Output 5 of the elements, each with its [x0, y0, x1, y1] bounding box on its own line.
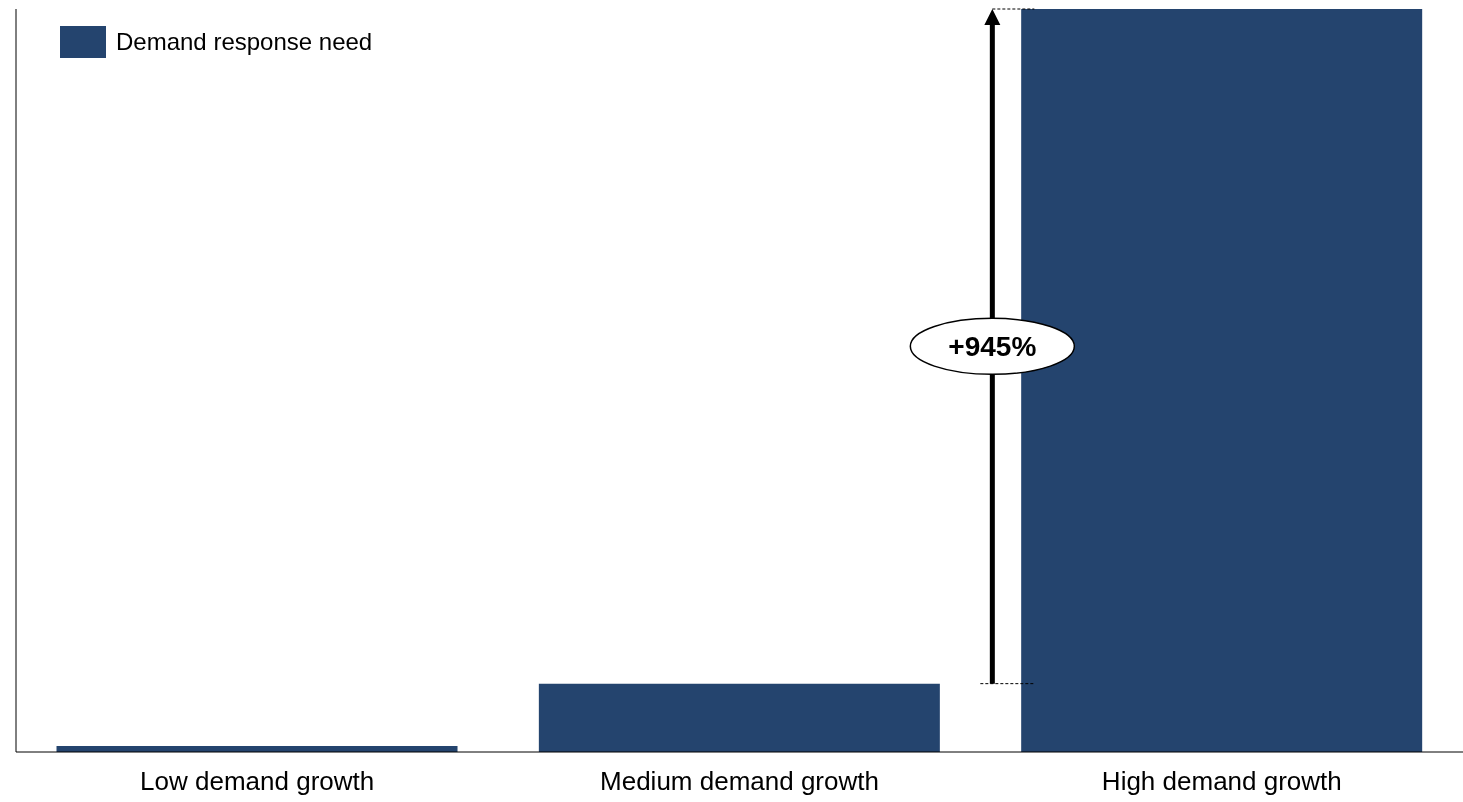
x-tick-label: Medium demand growth: [600, 766, 879, 797]
x-tick-label: High demand growth: [1101, 766, 1342, 797]
x-tick-label: Low demand growth: [140, 766, 375, 797]
annotation: +945%: [948, 330, 1037, 362]
legend-label: Demand response need: [116, 28, 373, 56]
